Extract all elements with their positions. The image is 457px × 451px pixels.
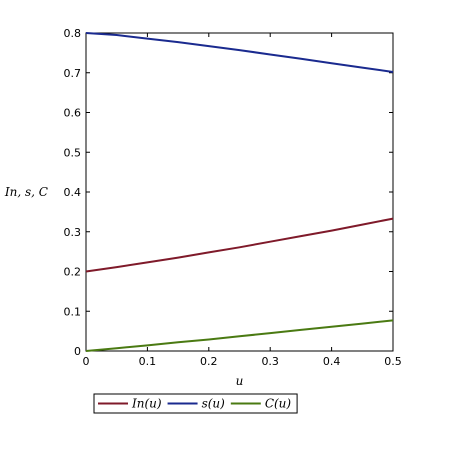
y-tick-label: 0.7 <box>64 67 82 80</box>
x-axis-title: u <box>236 374 244 388</box>
legend-label-2: C(u) <box>265 397 292 411</box>
x-tick-label: 0.4 <box>323 355 341 368</box>
legend: In(u) s(u) C(u) <box>93 393 298 414</box>
legend-label-0: In(u) <box>131 397 162 411</box>
y-tick-label: 0.8 <box>64 27 82 40</box>
x-tick-label: 0.3 <box>261 355 279 368</box>
x-tick-label: 0.2 <box>200 355 218 368</box>
plot-frame <box>85 32 394 352</box>
x-tick-label: 0.5 <box>384 355 402 368</box>
y-tick-label: 0.3 <box>64 226 82 239</box>
y-tick-label: 0 <box>74 345 81 358</box>
y-tick-label: 0.5 <box>64 146 82 159</box>
series-line-1 <box>85 32 394 73</box>
x-axis: 0 0.1 0.2 0.3 0.4 0.5 <box>83 33 402 368</box>
y-axis-title: In, s, C <box>4 185 48 199</box>
x-tick-label: 0.1 <box>139 355 157 368</box>
x-tick-label: 0 <box>83 355 90 368</box>
y-tick-label: 0.2 <box>64 266 82 279</box>
legend-label-1: s(u) <box>202 397 226 411</box>
y-tick-label: 0.4 <box>64 186 82 199</box>
series-group <box>85 32 394 352</box>
y-axis: 0 0.1 0.2 0.3 0.4 0.5 0.6 0.7 0.8 <box>64 27 393 358</box>
y-tick-label: 0.1 <box>64 305 82 318</box>
y-tick-label: 0.6 <box>64 107 82 120</box>
series-line-0 <box>85 217 394 273</box>
series-line-2 <box>85 319 394 352</box>
